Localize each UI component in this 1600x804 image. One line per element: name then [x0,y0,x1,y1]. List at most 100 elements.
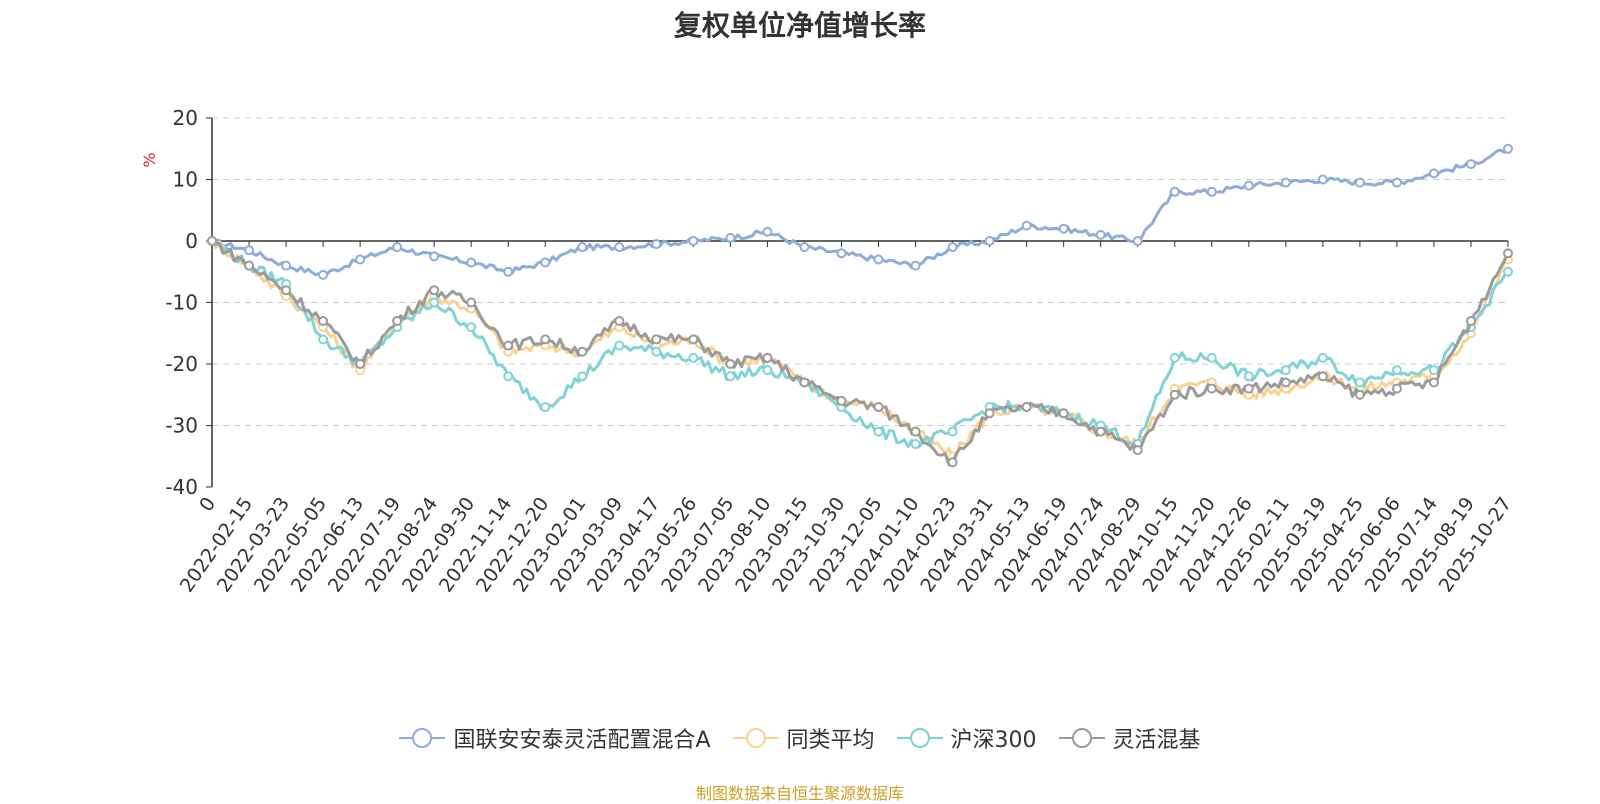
data-point [725,232,736,243]
data-point [1391,177,1402,188]
series-line [211,239,1510,467]
data-point [688,334,699,345]
data-point [466,322,477,333]
data-point [725,371,736,382]
legend-item[interactable]: 灵活混基 [1058,722,1201,754]
y-axis: 20 10 0 -10 -20 -30 -40 [165,106,213,499]
series-line [210,239,1510,449]
data-point [910,426,921,437]
data-point [281,285,292,296]
data-point [1428,168,1439,179]
data-point [614,242,625,253]
y-tick-label: 10 [173,168,198,192]
data-point [1428,377,1439,388]
data-point [762,226,773,237]
data-point [614,315,625,326]
legend-item[interactable]: 沪深300 [896,722,1037,754]
data-point [725,359,736,369]
legend-label: 沪深300 [950,728,1037,753]
data-point [651,239,662,250]
data-point [836,248,847,259]
data-point [577,371,588,382]
legend-label: 国联安安泰灵活配置混合A [453,728,711,753]
data-point [836,395,847,406]
data-point [1428,365,1439,376]
data-point [1465,159,1476,170]
data-point [1317,371,1328,382]
data-point [1280,377,1291,388]
data-point [503,371,514,382]
data-point [1206,186,1217,197]
line-chart: 20 10 0 -10 -20 -30 -40 02022-02-152022-03-232… [140,106,1516,596]
data-point [1354,177,1365,188]
series-3 [207,236,1513,449]
legend-item[interactable]: 同类平均 [732,722,875,754]
legend-marker-icon [1058,728,1105,748]
data-point [1503,248,1513,259]
data-point [392,315,403,326]
data-point [947,242,958,253]
data-point [1243,383,1254,394]
data-point [947,426,958,437]
data-point [244,245,255,256]
x-tick-label: 0 [195,493,220,516]
legend-label: 同类平均 [786,728,875,753]
data-point [651,334,662,345]
data-point [281,260,292,271]
data-point [540,257,551,268]
series-4 [207,236,1513,468]
data-point [1206,383,1217,394]
data-point [429,285,440,296]
data-point [1317,352,1328,363]
data-point [910,260,921,271]
data-point [1021,220,1032,231]
legend-marker-icon [399,728,446,748]
chart-title: 复权单位净值增长率 [673,9,926,42]
data-point [429,251,440,262]
data-point [762,365,773,376]
data-point [910,438,921,449]
y-tick-label: -10 [165,291,198,315]
data-point [355,254,366,265]
data-point [984,408,995,419]
data-point [1169,186,1180,197]
data-point [1132,236,1143,246]
data-point [1280,365,1291,376]
data-point [1391,383,1402,394]
data-point [429,297,440,308]
data-point [207,236,217,246]
data-point [577,346,588,357]
data-point [651,346,662,357]
data-point [318,269,329,280]
legend: 国联安安泰灵活配置混合A 同类平均 沪深300 灵活混基 [0,722,1600,754]
data-point [1243,371,1254,382]
data-point [1095,426,1106,437]
y-tick-label: 20 [173,106,198,130]
data-point [762,352,773,363]
data-point [503,266,514,277]
data-point [355,359,366,369]
data-point [1169,389,1180,400]
data-point [1354,377,1365,388]
data-point [873,402,884,413]
y-tick-label: 0 [185,229,198,253]
data-point [540,402,551,413]
data-point [1169,352,1180,363]
data-point [318,315,329,326]
data-point [1243,180,1254,191]
legend-item[interactable]: 国联安安泰灵活配置混合A [399,722,711,754]
data-point [947,457,958,468]
y-tick-label: -30 [165,414,198,438]
data-point [688,352,699,363]
data-point [1317,174,1328,185]
data-point [1391,365,1402,376]
data-point [799,377,810,388]
data-point [1021,402,1032,413]
series-group [207,143,1513,468]
data-point [540,334,551,345]
data-point [1354,389,1365,400]
data-point [1132,445,1143,456]
legend-marker-icon [732,728,779,748]
data-point [244,260,255,271]
data-point [1058,408,1069,419]
